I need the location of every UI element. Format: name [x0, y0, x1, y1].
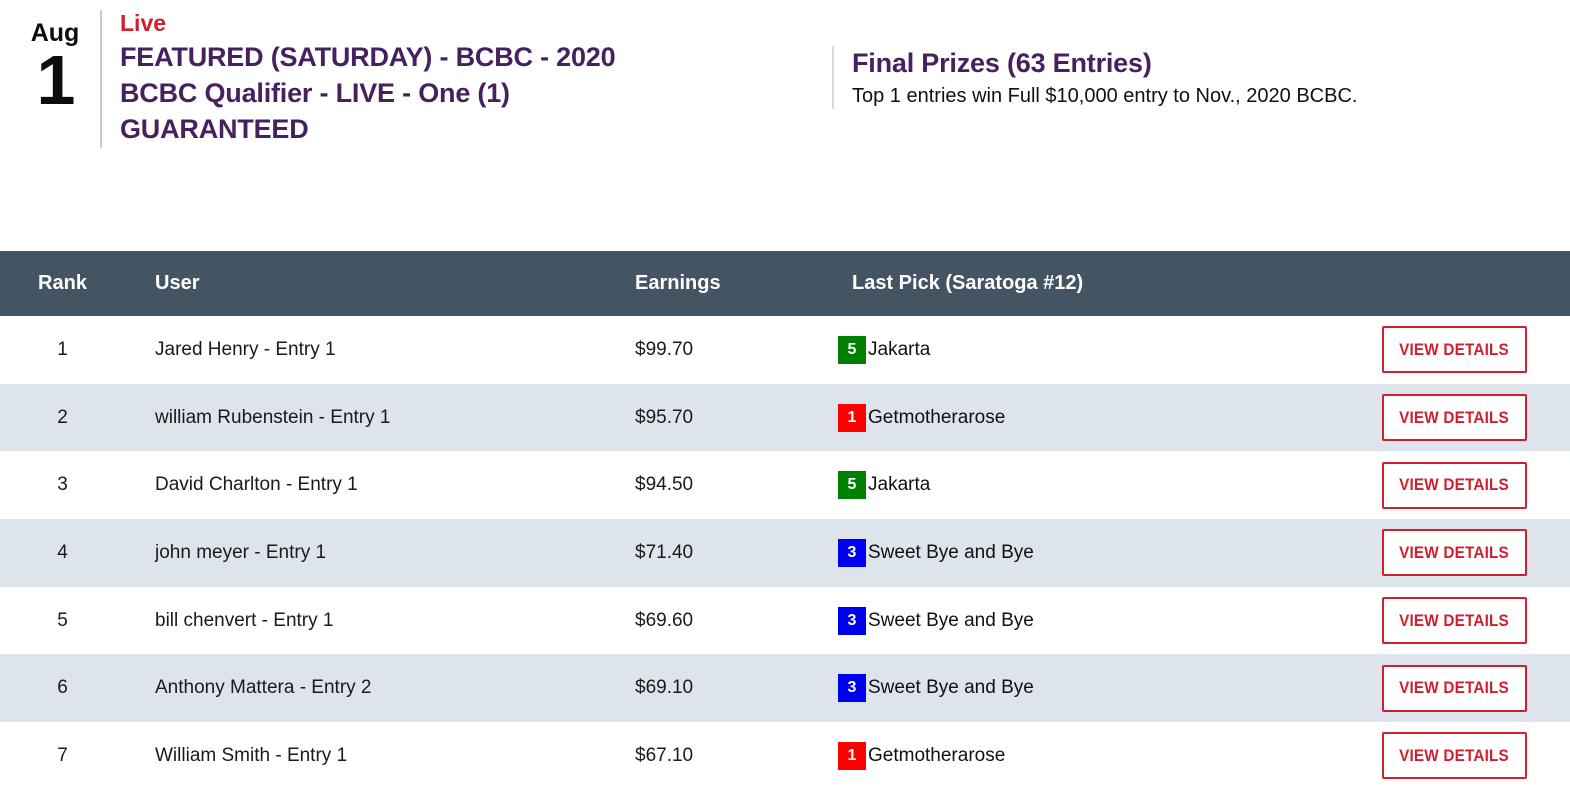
earnings-cell: $99.70: [635, 338, 694, 360]
pick-number-badge: 1: [838, 403, 866, 432]
table-row: 6 Anthony Mattera - Entry 2 $69.10 3 Sweet B…: [0, 654, 1570, 723]
table-row: 4 john meyer - Entry 1 $71.40 3 Sweet Bye an…: [0, 519, 1570, 587]
pick-number-badge: 5: [838, 471, 866, 500]
pick-number-badge: 3: [838, 538, 866, 567]
pick-number-badge: 3: [838, 606, 866, 635]
event-info: Live FEATURED (SATURDAY) - BCBC - 2020 B…: [120, 8, 780, 147]
rank-cell: 7: [57, 744, 68, 766]
table-row: 7 William Smith - Entry 1 $67.10 1 Getmother…: [0, 722, 1570, 790]
action-cell: VIEW DETAILS: [1380, 732, 1570, 780]
pick-horse-name: Getmotherarose: [868, 744, 1006, 766]
view-details-button[interactable]: VIEW DETAILS: [1382, 461, 1527, 509]
pick-horse-name: Sweet Bye and Bye: [868, 541, 1034, 563]
pick-horse-name: Sweet Bye and Bye: [868, 677, 1034, 699]
user-cell: john meyer - Entry 1: [155, 541, 327, 563]
action-cell: VIEW DETAILS: [1380, 394, 1570, 442]
last-pick-cell: 3 Sweet Bye and Bye: [835, 606, 1380, 635]
view-details-button[interactable]: VIEW DETAILS: [1382, 529, 1527, 577]
event-date: Aug 1: [20, 18, 90, 119]
event-title: FEATURED (SATURDAY) - BCBC - 2020 BCBC Q…: [120, 42, 616, 145]
rank-cell: 5: [57, 609, 68, 631]
column-header-user: User: [155, 272, 200, 294]
rank-cell: 2: [57, 406, 68, 428]
view-details-button[interactable]: VIEW DETAILS: [1382, 597, 1527, 645]
pick-number-badge: 3: [838, 674, 866, 703]
last-pick-cell: 5 Jakarta: [835, 335, 1380, 364]
rank-cell: 1: [57, 338, 68, 360]
view-details-button[interactable]: VIEW DETAILS: [1382, 326, 1527, 374]
pick-horse-name: Getmotherarose: [868, 406, 1006, 428]
action-cell: VIEW DETAILS: [1380, 461, 1570, 509]
leaderboard-table: Rank User Earnings Last Pick (Saratoga #…: [0, 251, 1570, 790]
live-status-label: Live: [120, 10, 167, 36]
last-pick-cell: 1 Getmotherarose: [835, 403, 1380, 432]
column-header-earnings: Earnings: [635, 272, 721, 294]
pick-horse-name: Sweet Bye and Bye: [868, 609, 1034, 631]
prizes-summary: Final Prizes (63 Entries) Top 1 entries …: [832, 46, 1532, 109]
last-pick-cell: 3 Sweet Bye and Bye: [835, 538, 1380, 567]
pick-horse-name: Jakarta: [868, 474, 931, 496]
rank-cell: 3: [57, 474, 68, 496]
table-row: 1 Jared Henry - Entry 1 $99.70 5 Jakarta VIEW…: [0, 316, 1570, 384]
event-header: Aug 1 Live FEATURED (SATURDAY) - BCBC - …: [0, 0, 1570, 251]
last-pick-cell: 1 Getmotherarose: [835, 741, 1380, 770]
prizes-title: Final Prizes (63 Entries): [852, 48, 1152, 78]
event-date-day: 1: [36, 41, 76, 119]
table-row: 2 william Rubenstein - Entry 1 $95.70 1 Getm…: [0, 383, 1570, 452]
rank-cell: 4: [57, 541, 68, 563]
user-cell: bill chenvert - Entry 1: [155, 609, 334, 631]
vertical-divider: [100, 10, 102, 148]
earnings-cell: $69.10: [635, 677, 694, 699]
user-cell: David Charlton - Entry 1: [155, 474, 358, 496]
action-cell: VIEW DETAILS: [1380, 529, 1570, 577]
pick-horse-name: Jakarta: [868, 338, 931, 360]
view-details-button[interactable]: VIEW DETAILS: [1382, 664, 1527, 712]
event-date-month: Aug: [30, 19, 80, 47]
earnings-cell: $69.60: [635, 609, 694, 631]
last-pick-cell: 3 Sweet Bye and Bye: [835, 674, 1380, 703]
table-body: 1 Jared Henry - Entry 1 $99.70 5 Jakarta VIEW…: [0, 316, 1570, 790]
view-details-button[interactable]: VIEW DETAILS: [1382, 732, 1527, 780]
user-cell: Jared Henry - Entry 1: [155, 338, 336, 360]
earnings-cell: $71.40: [635, 541, 694, 563]
user-cell: Anthony Mattera - Entry 2: [155, 677, 372, 699]
user-cell: william Rubenstein - Entry 1: [155, 406, 391, 428]
view-details-button[interactable]: VIEW DETAILS: [1382, 394, 1527, 442]
action-cell: VIEW DETAILS: [1380, 326, 1570, 374]
prizes-description: Top 1 entries win Full $10,000 entry to …: [852, 85, 1358, 107]
pick-number-badge: 1: [838, 741, 866, 770]
rank-cell: 6: [57, 677, 68, 699]
earnings-cell: $94.50: [635, 474, 694, 496]
action-cell: VIEW DETAILS: [1380, 597, 1570, 645]
last-pick-cell: 5 Jakarta: [835, 471, 1380, 500]
earnings-cell: $67.10: [635, 744, 694, 766]
pick-number-badge: 5: [838, 335, 866, 364]
table-row: 3 David Charlton - Entry 1 $94.50 5 Jakarta V…: [0, 451, 1570, 520]
earnings-cell: $95.70: [635, 406, 694, 428]
user-cell: William Smith - Entry 1: [155, 744, 348, 766]
column-header-rank: Rank: [38, 272, 87, 294]
table-row: 5 bill chenvert - Entry 1 $69.60 3 Sweet Bye…: [0, 586, 1570, 655]
column-header-last-pick: Last Pick (Saratoga #12): [852, 272, 1084, 294]
table-header-row: Rank User Earnings Last Pick (Saratoga #…: [0, 251, 1570, 316]
action-cell: VIEW DETAILS: [1380, 664, 1570, 712]
